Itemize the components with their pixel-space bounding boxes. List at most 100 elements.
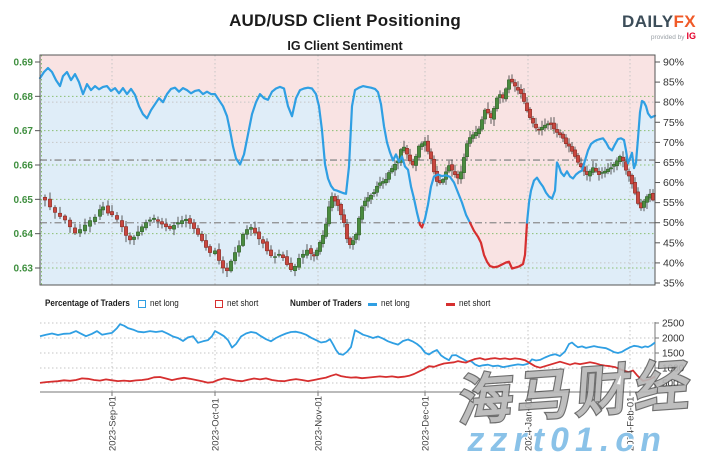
pct-tick-label: 35% [663, 278, 684, 290]
candle-down [561, 133, 565, 139]
candle-up [293, 265, 297, 272]
candle-down [289, 262, 293, 271]
candle-down [429, 151, 433, 160]
candle-up [301, 253, 305, 258]
candle-down [630, 174, 634, 185]
candle-up [441, 179, 445, 183]
candle-up [360, 206, 364, 220]
candle-down [552, 122, 556, 130]
candle-down [453, 171, 457, 175]
price-tick-label: 0.67 [14, 126, 34, 137]
fill-above-sentiment [40, 55, 655, 269]
candle-up [543, 124, 547, 129]
price-tick-label: 0.63 [14, 263, 34, 274]
month-labels: 2023-Sep-01 2023-Oct-01 2023-Nov-01 2023-De… [108, 392, 637, 451]
candle-down [408, 154, 412, 162]
candle-down [257, 231, 261, 240]
candle-down [43, 196, 47, 201]
pct-tick-label: 75% [663, 117, 684, 129]
candle-down [208, 246, 212, 253]
candle-down [531, 118, 535, 124]
candle-up [184, 218, 188, 222]
candle-down [558, 132, 562, 136]
count-tick-label: 2000 [662, 334, 685, 345]
candle-up [315, 249, 319, 256]
net-long-line-segment [525, 99, 657, 224]
candle-up [93, 216, 97, 222]
logo-fx: FX [673, 12, 696, 31]
candle-down [200, 233, 204, 241]
candle-down [450, 164, 454, 171]
candle-down [621, 156, 625, 162]
candle-up [477, 128, 481, 135]
candle-up [384, 179, 388, 184]
candle-up [136, 231, 140, 236]
candle-up [152, 217, 156, 220]
candle-down [573, 149, 577, 157]
legend-num-net-short: net short [459, 298, 491, 309]
main-plot-border [39, 54, 656, 286]
candle-up [241, 234, 245, 246]
net-long-line-segment [38, 66, 421, 224]
candle-down [192, 222, 196, 229]
candle-up [387, 172, 391, 180]
candle-down [426, 140, 430, 152]
candle-down [339, 204, 343, 216]
candle-up [366, 197, 370, 202]
count-tick-label: 2500 [662, 319, 685, 330]
month-tick-label: 2023-Oct-01 [211, 398, 222, 451]
page-title: AUD/USD Client Positioning [229, 11, 461, 30]
candle-down [281, 254, 285, 258]
candle-up [642, 200, 646, 208]
candle-up [357, 217, 361, 236]
month-tick-label: 2024-Jan-01 [524, 398, 535, 451]
candle-down [204, 240, 208, 248]
candle-up [471, 134, 475, 139]
month-tick-label: 2024-Feb-01 [626, 397, 637, 451]
candle-up [375, 185, 379, 193]
candle-down [516, 87, 520, 91]
candle-up [606, 168, 610, 173]
candle-up [609, 167, 613, 170]
price-tick-label: 0.65 [14, 195, 34, 206]
candle-up [495, 97, 499, 109]
legend-line-red-icon [446, 303, 455, 306]
candle-up [140, 226, 144, 233]
candle-up [213, 250, 217, 255]
candle-up [277, 253, 281, 256]
candle-down [164, 223, 168, 228]
candle-down [269, 249, 273, 256]
candle-down [73, 227, 77, 234]
pct-tick-label: 40% [663, 257, 684, 269]
candle-down [156, 219, 160, 222]
main-axes: 0.69 0.68 0.67 0.66 0.65 0.64 0.63 90% 85% 80% 75%… [14, 54, 684, 290]
candle-down [555, 129, 559, 133]
candle-down [525, 102, 529, 112]
candle-up [273, 256, 277, 258]
candle-down [510, 78, 514, 83]
candle-down [221, 260, 225, 269]
candle-down [168, 225, 172, 229]
candle-up [144, 222, 148, 229]
main-gridlines [40, 55, 655, 285]
ig-logo: IG [686, 30, 696, 41]
logo-provided-by: provided by IG [622, 30, 696, 42]
candle-up [459, 171, 463, 180]
candle-down [63, 215, 67, 221]
net-short-line-segment [468, 221, 529, 270]
candle-up [88, 220, 92, 227]
candle-down [336, 199, 340, 206]
candle-up [462, 157, 466, 173]
candle-up [327, 206, 331, 225]
count-tick-label: 500 [662, 379, 679, 390]
candle-up [615, 160, 619, 167]
candle-up [132, 236, 136, 240]
candle-down [576, 155, 580, 163]
candle-down [309, 248, 313, 254]
candle-up [465, 143, 469, 158]
candle-down [68, 219, 72, 228]
candle-up [393, 164, 397, 171]
pct-tick-label: 65% [663, 157, 684, 169]
candle-down [534, 123, 538, 129]
